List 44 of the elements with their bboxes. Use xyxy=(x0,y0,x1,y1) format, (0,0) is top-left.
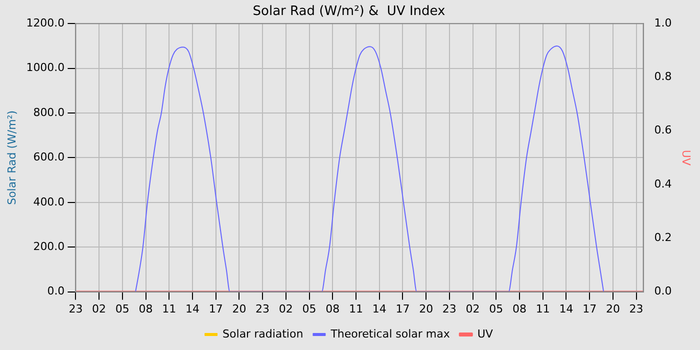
x-tick-label: 05 xyxy=(115,302,130,316)
y-tick-label: 1000.0 xyxy=(26,61,65,74)
y-tick-label: 800.0 xyxy=(33,106,65,119)
x-tick-label: 02 xyxy=(278,302,293,316)
y-tick-label: 400.0 xyxy=(33,195,65,208)
x-tick-label: 11 xyxy=(536,302,550,316)
y2-tick-label: 0.4 xyxy=(654,177,672,190)
x-tick-label: 23 xyxy=(442,302,456,316)
y2-axis-title: UV xyxy=(680,150,693,166)
x-tick-label: 02 xyxy=(92,302,106,316)
x-tick-label: 23 xyxy=(68,302,83,316)
x-tick-label: 08 xyxy=(326,302,340,316)
chart-title: Solar Rad (W/m²) & UV Index xyxy=(252,4,446,20)
y-tick-label: 600.0 xyxy=(33,150,65,164)
y2-tick-label: 0.2 xyxy=(654,231,672,244)
x-tick-label: 05 xyxy=(302,302,316,316)
x-tick-label: 05 xyxy=(489,302,504,316)
legend-label: UV xyxy=(477,327,494,340)
x-tick-label: 17 xyxy=(396,302,410,316)
y2-tick-label: 0.0 xyxy=(654,284,672,298)
x-tick-label: 14 xyxy=(372,302,386,316)
x-tick-label: 02 xyxy=(466,302,480,316)
y-tick-label: 1200.0 xyxy=(26,16,65,30)
y-axis-title: Solar Rad (W/m²) xyxy=(5,110,18,205)
x-tick-label: 14 xyxy=(185,302,200,316)
legend-label: Theoretical solar max xyxy=(330,327,450,340)
y2-tick-label: 0.8 xyxy=(654,70,672,84)
y2-tick-label: 0.6 xyxy=(654,124,672,137)
x-tick-label: 11 xyxy=(162,302,176,316)
y-tick-label: 0.0 xyxy=(47,284,65,298)
x-tick-label: 11 xyxy=(348,302,363,316)
x-tick-label: 17 xyxy=(582,302,597,316)
legend-label: Solar radiation xyxy=(222,327,304,340)
y-tick-label: 200.0 xyxy=(33,240,65,253)
x-tick-label: 14 xyxy=(559,302,574,316)
x-tick-label: 23 xyxy=(629,302,644,316)
x-tick-label: 20 xyxy=(419,302,434,316)
x-tick-label: 08 xyxy=(512,302,527,316)
x-tick-label: 23 xyxy=(256,302,270,316)
x-tick-label: 20 xyxy=(232,302,246,316)
x-tick-label: 08 xyxy=(138,302,153,316)
x-tick-label: 20 xyxy=(606,302,620,316)
y2-tick-label: 1.0 xyxy=(654,16,672,30)
x-tick-label: 17 xyxy=(208,302,223,316)
